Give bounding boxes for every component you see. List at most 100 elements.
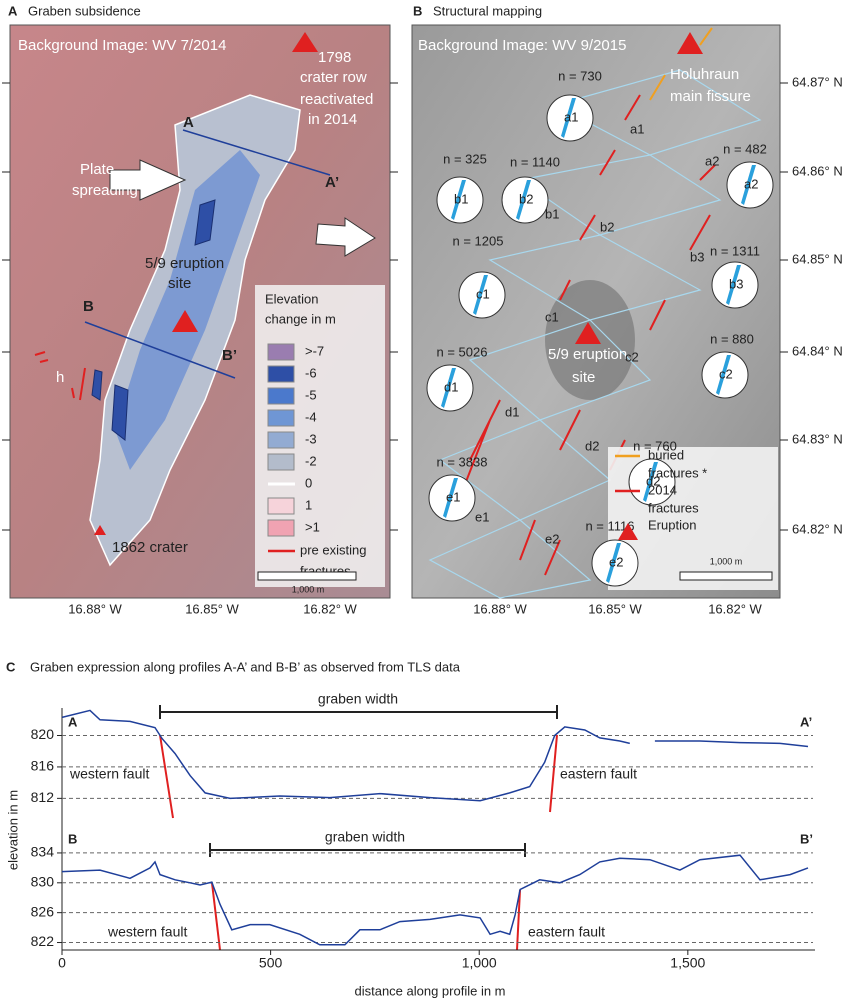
label: n = 730 (558, 68, 602, 83)
label: n = 1205 (453, 233, 504, 248)
label: Background Image: WV 9/2015 (418, 37, 626, 54)
eruption-marker (292, 32, 318, 52)
label: Plate (80, 161, 114, 178)
label: eastern fault (528, 924, 605, 940)
label: western fault (69, 766, 149, 782)
rose (473, 275, 488, 315)
scale-bar (679, 571, 773, 581)
label: d1 (444, 379, 458, 394)
label: eastern fault (560, 766, 637, 782)
label: n = 1140 (510, 154, 560, 169)
label: b2 (600, 219, 614, 234)
label: 1 (305, 497, 312, 512)
subsidence-area (115, 150, 260, 470)
label: 830 (31, 874, 55, 890)
label: n = 880 (710, 331, 754, 346)
label: c2 (625, 349, 639, 364)
legend-swatch (267, 387, 295, 405)
label: b1 (454, 191, 468, 206)
legend-swatch (267, 365, 295, 383)
rose (741, 165, 756, 205)
label: e1 (475, 509, 489, 524)
label: graben width (325, 829, 405, 845)
label: n = 760 (633, 438, 677, 453)
fault (211, 882, 221, 951)
label: Background Image: WV 7/2014 (18, 37, 226, 54)
profile-line (61, 854, 809, 946)
label: site (572, 369, 595, 386)
fracture (454, 94, 716, 576)
label: 16.88° W (68, 601, 122, 616)
label: elevation in m (5, 790, 20, 870)
label: b1 (545, 206, 559, 221)
label: C (6, 659, 16, 674)
label: 812 (31, 789, 55, 805)
legend-swatch (267, 453, 295, 471)
fault (516, 889, 521, 951)
label: 816 (31, 758, 55, 774)
label: pre existing (300, 542, 366, 557)
label: 16.88° W (473, 601, 527, 616)
eruption-marker (172, 310, 198, 332)
profile-line (61, 709, 809, 802)
label: 1,000 m (710, 556, 743, 566)
label: graben width (318, 691, 398, 707)
label: A (68, 714, 78, 729)
label: n = 1116 (585, 518, 634, 533)
label: 1,500 (670, 955, 705, 971)
label: Elevation (265, 291, 318, 306)
label: 822 (31, 933, 55, 949)
label: A (8, 3, 18, 18)
label: 16.82° W (303, 601, 357, 616)
label: 0 (58, 955, 66, 971)
label: h (56, 369, 64, 386)
label: 1,000 (462, 955, 497, 971)
label: -2 (305, 453, 317, 468)
label: 2014 (648, 482, 677, 497)
eruption-marker (677, 32, 703, 54)
profile-line (84, 321, 236, 379)
buried-fracture (649, 27, 713, 101)
label: n = 5026 (437, 344, 488, 359)
legend-swatch (267, 497, 295, 515)
label: n = 3838 (437, 454, 488, 469)
label: 826 (31, 903, 55, 919)
fracture (34, 351, 86, 401)
label: 0 (305, 475, 312, 490)
label: >-7 (305, 343, 324, 358)
label: crater row (300, 69, 367, 86)
label: b3 (729, 276, 743, 291)
label: e2 (609, 554, 623, 569)
label: buried (648, 447, 684, 462)
label: fractures * (648, 465, 707, 480)
label: main fissure (670, 88, 751, 105)
label: B’ (800, 831, 813, 846)
label: Graben subsidence (28, 3, 141, 18)
label: >1 (305, 519, 320, 534)
label: c1 (545, 309, 559, 324)
label: n = 325 (443, 151, 487, 166)
label: site (168, 275, 191, 292)
label: Structural mapping (433, 3, 542, 18)
label: 64.83° N (792, 431, 843, 446)
label: a1 (564, 109, 578, 124)
fault (159, 734, 174, 819)
label: 64.82° N (792, 521, 843, 536)
profile-line (182, 129, 331, 176)
label: A’ (325, 174, 339, 191)
label: spreading (72, 182, 138, 199)
label: B (413, 3, 422, 18)
label: a2 (744, 176, 758, 191)
rose (451, 180, 466, 220)
label: -4 (305, 409, 317, 424)
label: c2 (719, 366, 733, 381)
label: b2 (519, 191, 533, 206)
label: A’ (800, 714, 812, 729)
label: c1 (476, 286, 490, 301)
label: n = 1311 (710, 243, 760, 258)
label: a1 (630, 121, 644, 136)
label: e2 (545, 531, 559, 546)
rose (441, 368, 456, 408)
label: 834 (31, 844, 55, 860)
rose (561, 98, 576, 138)
